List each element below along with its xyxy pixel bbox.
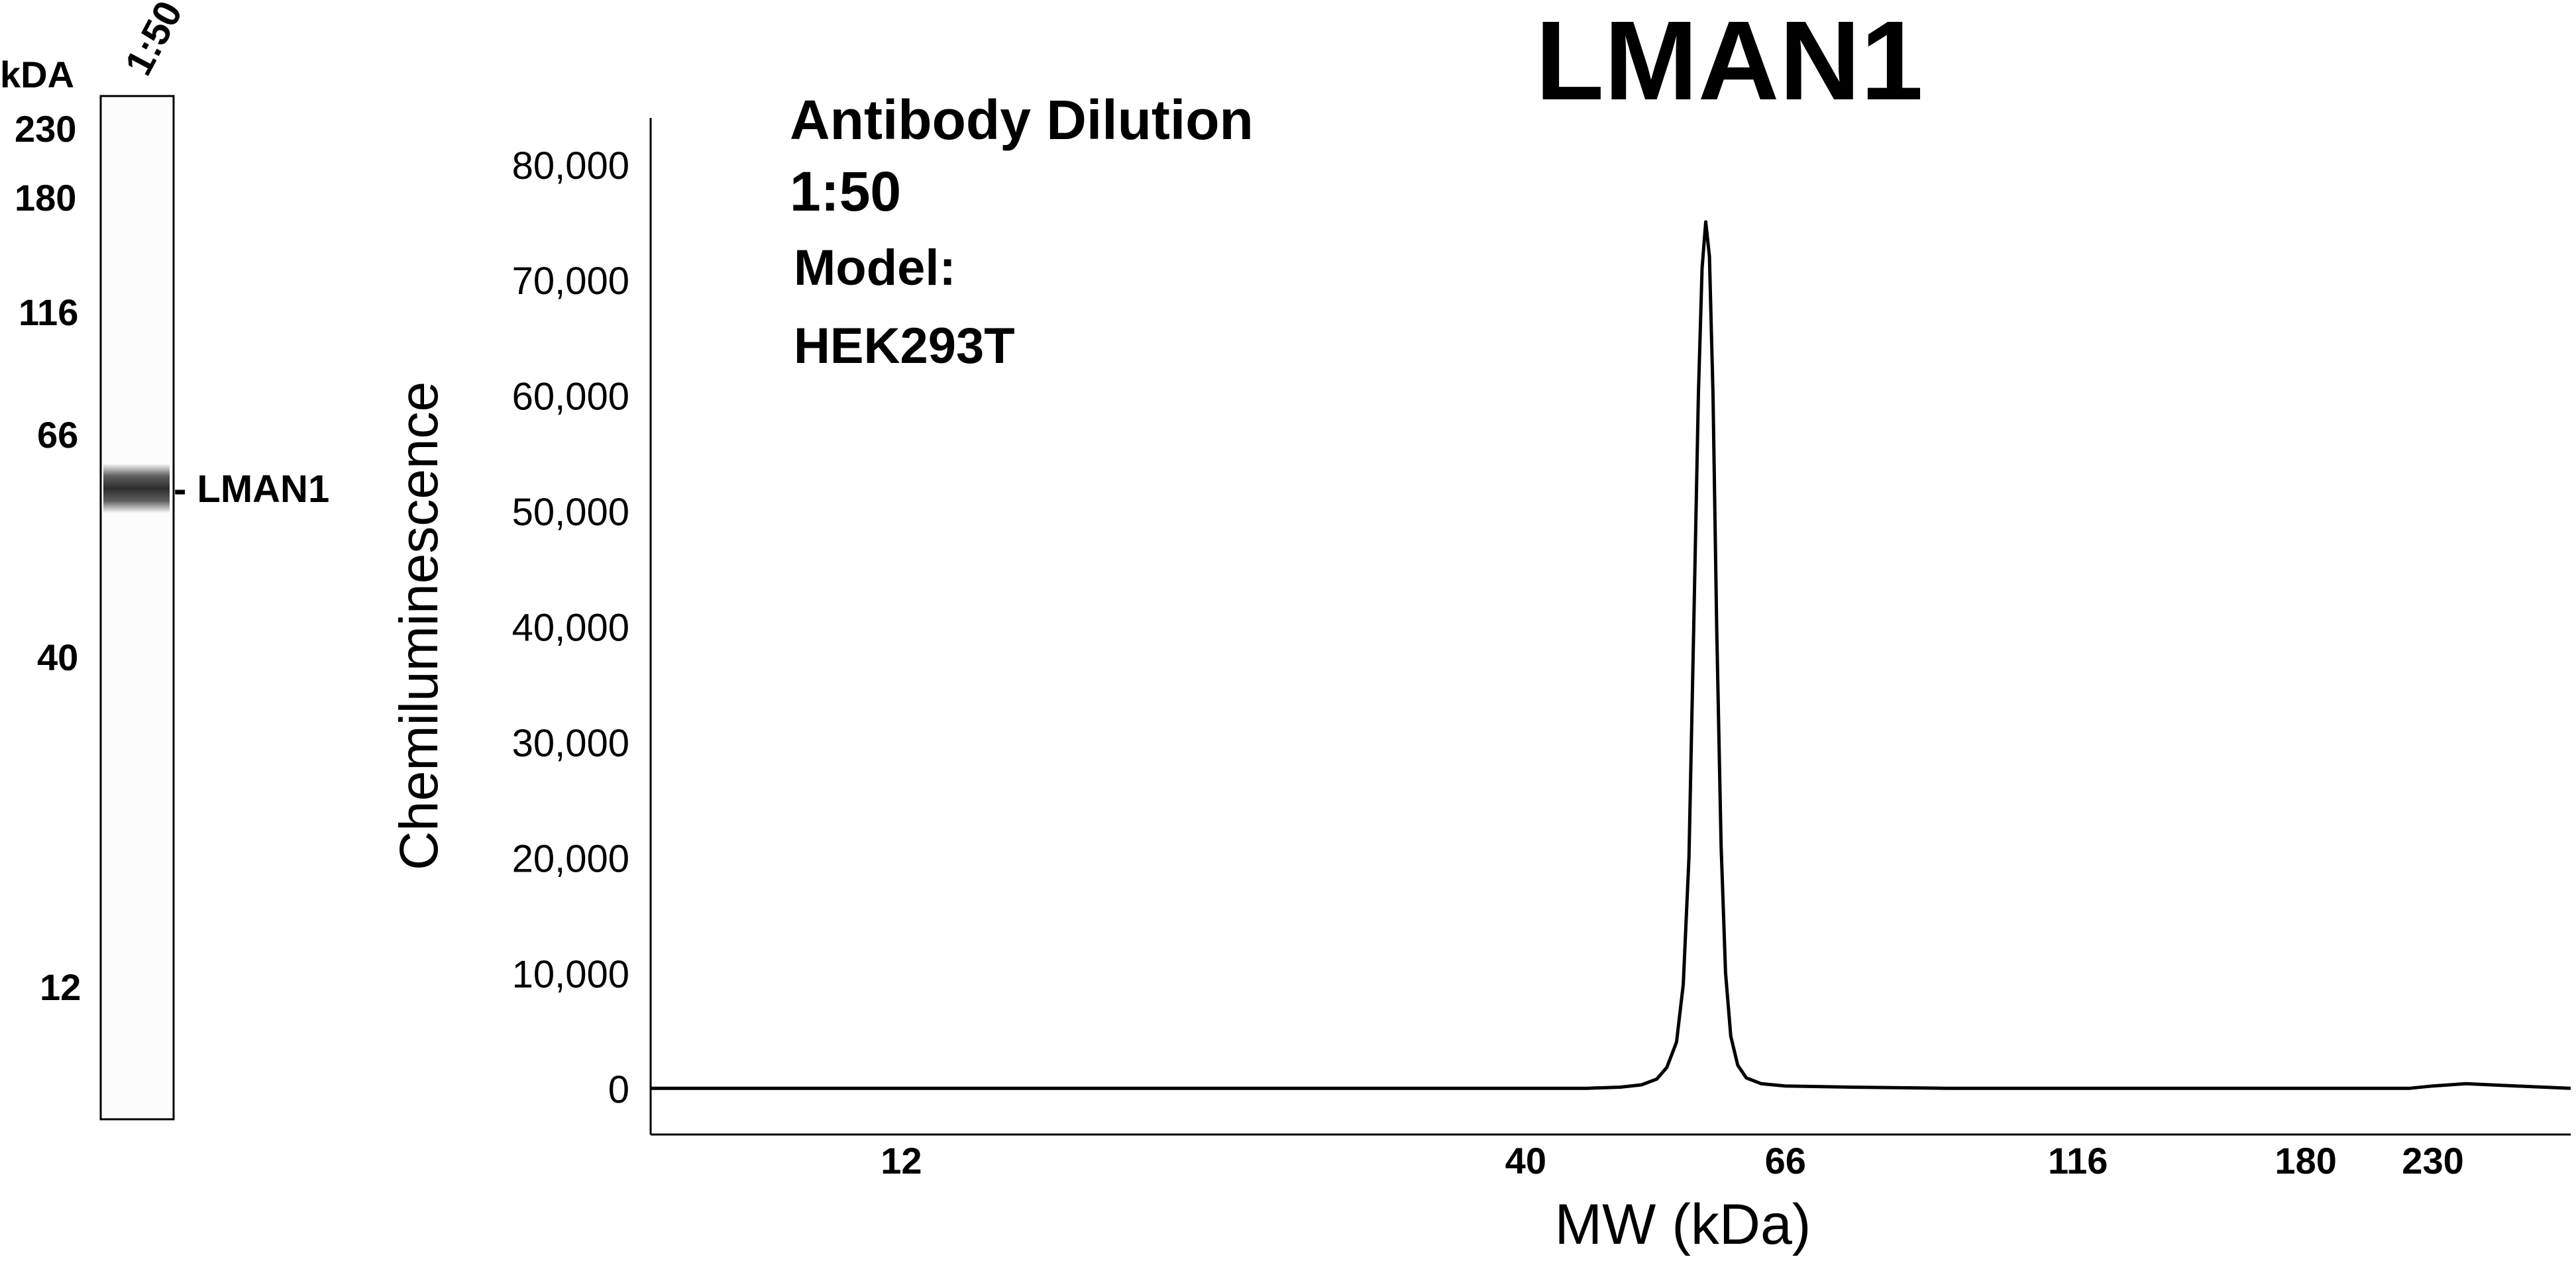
- gel-marker-116: 116: [19, 291, 78, 333]
- x-axis-label: MW (kDa): [1555, 1193, 1811, 1256]
- gel-lane-label: 1:50: [117, 0, 191, 82]
- y-tick-label: 70,000: [512, 260, 629, 303]
- series-layer: [651, 220, 2571, 1090]
- y-tick-label: 60,000: [512, 376, 629, 419]
- y-tick-label: 20,000: [512, 837, 629, 880]
- x-tick-label: 66: [1765, 1140, 1806, 1182]
- chart-panel: LMAN1 Antibody Dilution 1:50 Model: HEK2…: [389, 0, 2571, 1256]
- gel-marker-230: 230: [15, 108, 76, 150]
- annotation-line-2: 1:50: [790, 160, 901, 223]
- annotation-line-4: HEK293T: [794, 318, 1015, 374]
- x-tick-label: 12: [881, 1140, 922, 1182]
- y-tick-label: 10,000: [512, 953, 629, 996]
- y-tick-label: 50,000: [512, 491, 629, 534]
- x-tick-label: 40: [1505, 1140, 1546, 1182]
- x-tick-labels: 12 40 66 116 180 230: [881, 1140, 2463, 1182]
- y-tick-labels: 0 10,000 20,000 30,000 40,000 50,000 60,000 70,…: [512, 144, 629, 1111]
- gel-panel: kDA 1:50 230 180 116 66 40 12 - LMAN1: [0, 0, 329, 1121]
- gel-unit-label: kDA: [0, 54, 74, 95]
- gel-lane: [99, 95, 175, 1121]
- annotation-line-3: Model:: [794, 240, 956, 296]
- annotation-line-1: Antibody Dilution: [790, 89, 1254, 151]
- gel-marker-40: 40: [37, 636, 78, 678]
- chart-title: LMAN1: [1535, 0, 1923, 124]
- gel-marker-12: 12: [40, 966, 81, 1008]
- y-axis-label: Chemiluminescence: [389, 381, 449, 870]
- x-tick-label: 180: [2275, 1140, 2336, 1182]
- gel-band-label: - LMAN1: [174, 468, 329, 511]
- y-tick-label: 30,000: [512, 722, 629, 765]
- series-line: [651, 220, 2571, 1090]
- gel-marker-66: 66: [37, 414, 78, 456]
- x-tick-label: 116: [2048, 1140, 2108, 1182]
- y-tick-label: 80,000: [512, 144, 629, 187]
- gel-band: [103, 464, 170, 513]
- x-tick-label: 230: [2402, 1140, 2463, 1182]
- gel-marker-180: 180: [15, 177, 76, 219]
- y-tick-label: 40,000: [512, 607, 629, 650]
- y-tick-label: 0: [608, 1068, 629, 1111]
